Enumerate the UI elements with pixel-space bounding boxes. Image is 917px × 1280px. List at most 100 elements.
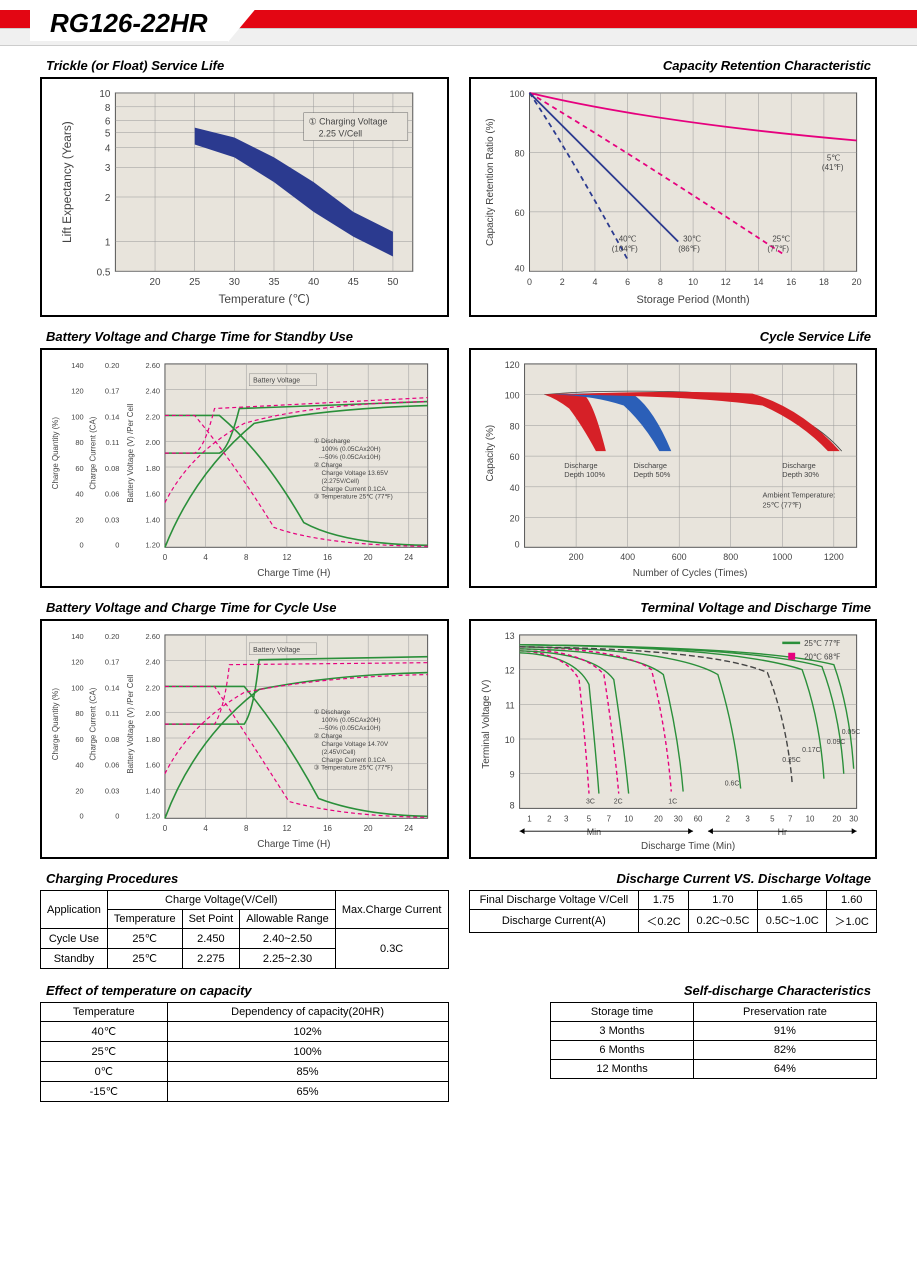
cycle-charge-title: Battery Voltage and Charge Time for Cycl… bbox=[46, 600, 443, 615]
svg-text:(2.45V/Cell): (2.45V/Cell) bbox=[322, 749, 356, 756]
svg-text:1.40: 1.40 bbox=[146, 787, 160, 796]
svg-text:4: 4 bbox=[203, 824, 208, 833]
charging-procedures-table: Application Charge Voltage(V/Cell) Max.C… bbox=[40, 890, 449, 969]
svg-text:1C: 1C bbox=[668, 798, 677, 805]
svg-text:20℃ 68℉: 20℃ 68℉ bbox=[804, 653, 841, 662]
svg-text:2.40: 2.40 bbox=[146, 387, 160, 396]
svg-text:1000: 1000 bbox=[772, 552, 792, 562]
svg-text:140: 140 bbox=[71, 361, 83, 370]
cycle-life-section: Cycle Service Life Dis bbox=[469, 325, 878, 588]
charging-procedures: Charging Procedures Application Charge V… bbox=[40, 867, 449, 969]
terminal-chart: 25℃ 77℉ 20℃ 68℉ 3C2C1C 0.6C0.25C 0.17C0.… bbox=[469, 619, 878, 859]
cycle-life-title: Cycle Service Life bbox=[475, 329, 872, 344]
svg-text:8: 8 bbox=[244, 553, 249, 562]
svg-text:12: 12 bbox=[504, 666, 514, 676]
svg-text:80: 80 bbox=[75, 438, 83, 447]
svg-text:3: 3 bbox=[745, 814, 750, 823]
svg-text:10: 10 bbox=[99, 89, 111, 100]
svg-text:0.08: 0.08 bbox=[105, 735, 119, 744]
svg-text:(2.275V/Cell): (2.275V/Cell) bbox=[322, 478, 360, 485]
svg-text:20: 20 bbox=[75, 787, 83, 796]
svg-text:30℃: 30℃ bbox=[683, 235, 701, 244]
svg-text:24: 24 bbox=[404, 553, 413, 562]
svg-text:Depth 30%: Depth 30% bbox=[782, 470, 819, 479]
svg-text:400: 400 bbox=[620, 552, 635, 562]
svg-text:Min: Min bbox=[586, 827, 600, 837]
svg-text:0.03: 0.03 bbox=[105, 787, 119, 796]
svg-text:30: 30 bbox=[673, 814, 682, 823]
model-badge: RG126-22HR bbox=[30, 6, 228, 41]
svg-text:1.20: 1.20 bbox=[146, 811, 160, 820]
svg-text:Storage Period (Month): Storage Period (Month) bbox=[636, 294, 749, 306]
self-discharge: Self-discharge Characteristics Storage t… bbox=[469, 979, 878, 1102]
svg-text:0: 0 bbox=[80, 540, 84, 549]
svg-text:8: 8 bbox=[244, 824, 249, 833]
svg-text:12: 12 bbox=[282, 824, 291, 833]
svg-text:8: 8 bbox=[657, 277, 662, 287]
svg-text:---50% (0.05CAx10H): ---50% (0.05CAx10H) bbox=[319, 454, 381, 461]
cycle-charge-chart: Battery Voltage ① Discharge 100% (0.05CA… bbox=[40, 619, 449, 859]
svg-text:0.20: 0.20 bbox=[105, 632, 119, 641]
svg-text:Charge Quantity (%): Charge Quantity (%) bbox=[51, 688, 60, 761]
svg-text:60: 60 bbox=[75, 464, 83, 473]
svg-text:1.80: 1.80 bbox=[146, 735, 160, 744]
svg-text:0: 0 bbox=[115, 540, 119, 549]
svg-text:4: 4 bbox=[203, 553, 208, 562]
trickle-section: Trickle (or Float) Service Life bbox=[40, 54, 449, 317]
svg-text:2: 2 bbox=[559, 277, 564, 287]
svg-text:2: 2 bbox=[105, 193, 111, 204]
svg-text:0.08: 0.08 bbox=[105, 464, 119, 473]
svg-text:3: 3 bbox=[563, 814, 568, 823]
svg-text:5℃: 5℃ bbox=[826, 153, 839, 162]
svg-text:Charge Current (CA): Charge Current (CA) bbox=[89, 416, 98, 489]
svg-text:6: 6 bbox=[105, 117, 111, 128]
svg-text:100: 100 bbox=[71, 412, 83, 421]
svg-text:25℃ 77℉: 25℃ 77℉ bbox=[804, 639, 841, 648]
svg-text:② Charge: ② Charge bbox=[314, 462, 343, 469]
svg-text:0: 0 bbox=[527, 277, 532, 287]
svg-text:③ Temperature 25℃ (77℉): ③ Temperature 25℃ (77℉) bbox=[314, 765, 393, 772]
svg-text:14: 14 bbox=[753, 277, 763, 287]
svg-text:0: 0 bbox=[163, 824, 168, 833]
standby-title: Battery Voltage and Charge Time for Stan… bbox=[46, 329, 443, 344]
svg-text:25: 25 bbox=[189, 277, 201, 288]
svg-text:800: 800 bbox=[723, 552, 738, 562]
svg-text:1.20: 1.20 bbox=[146, 540, 160, 549]
trickle-xlabel: Temperature (℃) bbox=[218, 292, 309, 306]
svg-text:40: 40 bbox=[75, 761, 83, 770]
svg-text:Charge Quantity (%): Charge Quantity (%) bbox=[51, 417, 60, 490]
svg-text:① Charging Voltage: ① Charging Voltage bbox=[309, 117, 388, 127]
svg-text:Battery Voltage (V) /Per Cell: Battery Voltage (V) /Per Cell bbox=[126, 674, 135, 773]
svg-text:50: 50 bbox=[387, 277, 399, 288]
svg-text:Terminal Voltage (V): Terminal Voltage (V) bbox=[480, 680, 491, 769]
svg-text:16: 16 bbox=[323, 824, 332, 833]
svg-text:Discharge Time (Min): Discharge Time (Min) bbox=[641, 841, 735, 852]
svg-text:1.80: 1.80 bbox=[146, 464, 160, 473]
svg-text:0.06: 0.06 bbox=[105, 490, 119, 499]
svg-text:60: 60 bbox=[514, 208, 524, 218]
svg-text:Depth 100%: Depth 100% bbox=[564, 470, 605, 479]
svg-text:1: 1 bbox=[105, 238, 111, 249]
svg-text:35: 35 bbox=[268, 277, 280, 288]
svg-text:0.5: 0.5 bbox=[97, 267, 111, 278]
svg-text:4: 4 bbox=[592, 277, 597, 287]
svg-text:5: 5 bbox=[770, 814, 775, 823]
svg-text:2.40: 2.40 bbox=[146, 658, 160, 667]
svg-text:(77℉): (77℉) bbox=[767, 245, 789, 254]
svg-text:60: 60 bbox=[693, 814, 702, 823]
svg-text:20: 20 bbox=[851, 277, 861, 287]
svg-text:1.60: 1.60 bbox=[146, 490, 160, 499]
svg-text:13: 13 bbox=[504, 631, 514, 641]
standby-section: Battery Voltage and Charge Time for Stan… bbox=[40, 325, 449, 588]
svg-text:Battery Voltage (V) /Per Cell: Battery Voltage (V) /Per Cell bbox=[126, 403, 135, 502]
svg-text:Charge Current 0.1CA: Charge Current 0.1CA bbox=[322, 486, 387, 493]
svg-text:0.25C: 0.25C bbox=[782, 757, 800, 764]
svg-text:20: 20 bbox=[150, 277, 162, 288]
svg-text:20: 20 bbox=[509, 514, 519, 524]
svg-text:0.06: 0.06 bbox=[105, 761, 119, 770]
cycle-life-chart: DischargeDepth 100% DischargeDepth 50% D… bbox=[469, 348, 878, 588]
svg-text:Charge Voltage 13.65V: Charge Voltage 13.65V bbox=[322, 470, 389, 477]
svg-text:120: 120 bbox=[504, 360, 519, 370]
temp-capacity: Effect of temperature on capacity Temper… bbox=[40, 979, 449, 1102]
svg-text:0.03: 0.03 bbox=[105, 516, 119, 525]
